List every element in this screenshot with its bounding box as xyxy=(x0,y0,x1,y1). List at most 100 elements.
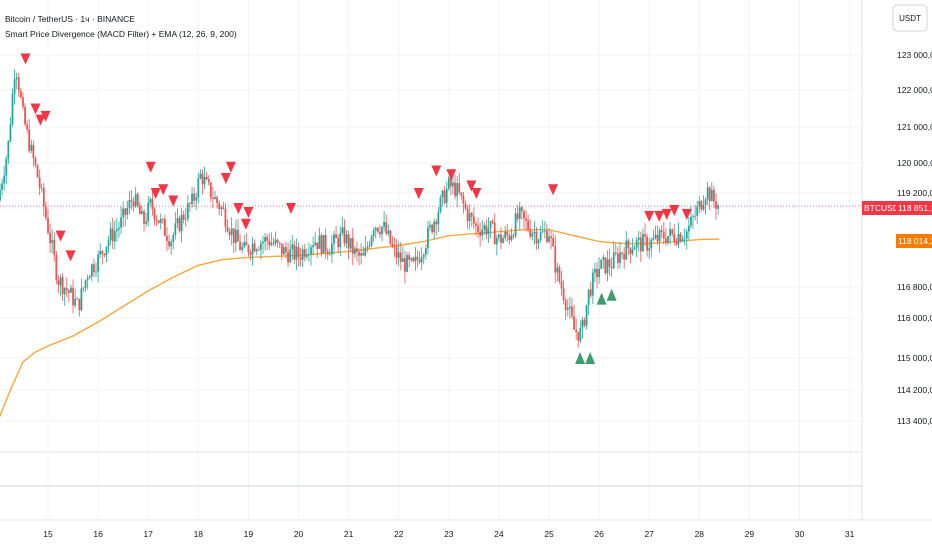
candle-body xyxy=(141,211,143,215)
candle-body xyxy=(635,240,638,248)
candle-body xyxy=(401,258,404,262)
candle-body xyxy=(650,239,653,249)
candle-body xyxy=(55,254,58,280)
candle-body xyxy=(404,258,406,272)
candle-body xyxy=(692,216,694,218)
candle-body xyxy=(80,288,83,311)
symbol-tag-bg xyxy=(862,201,896,215)
candle-body xyxy=(145,221,148,224)
candle-body xyxy=(17,77,20,91)
sell-signal-triangle xyxy=(471,188,482,199)
candle-body xyxy=(629,247,632,254)
candle-body xyxy=(178,218,181,232)
candle-body xyxy=(287,252,289,263)
indicator-title[interactable]: Smart Price Divergence (MACD Filter) + E… xyxy=(5,29,237,39)
sell-signal-triangle xyxy=(661,208,672,220)
candle-body xyxy=(368,245,371,247)
candle-body xyxy=(531,233,534,237)
candle-body xyxy=(687,225,690,232)
date-tick-label: 26 xyxy=(594,529,604,539)
sell-signal-triangle xyxy=(35,114,46,126)
last-price-label: 118 851,11 xyxy=(898,203,932,213)
price-tick-label: 114 200,00 xyxy=(897,385,932,395)
candle-body xyxy=(360,253,363,256)
candle-body xyxy=(489,221,492,229)
candle-body xyxy=(53,239,56,255)
candle-body xyxy=(445,188,448,203)
candles-layer xyxy=(0,69,719,348)
candle-body xyxy=(228,231,231,235)
ema-price-label: 118 014,21 xyxy=(898,236,932,246)
candle-body xyxy=(262,241,264,244)
candle-body xyxy=(0,189,1,201)
candle-body xyxy=(297,246,300,258)
candle-body xyxy=(543,230,546,232)
candle-body xyxy=(293,244,296,260)
candle-body xyxy=(637,237,640,241)
candle-body xyxy=(498,234,500,238)
candle-body xyxy=(84,280,87,288)
sell-signal-triangle xyxy=(225,161,236,173)
candle-body xyxy=(197,178,200,198)
candle-body xyxy=(328,254,331,256)
candle-body xyxy=(374,227,377,231)
candle-body xyxy=(571,306,573,317)
candle-body xyxy=(541,231,544,233)
candle-body xyxy=(243,241,246,247)
candle-body xyxy=(472,216,475,224)
candle-body xyxy=(706,187,709,200)
candle-body xyxy=(698,201,701,208)
candle-body xyxy=(272,242,275,244)
candle-body xyxy=(583,319,586,326)
price-tick-label: 113 400,00 xyxy=(897,416,932,426)
candle-body xyxy=(59,277,62,286)
candle-body xyxy=(715,201,717,209)
sell-signal-triangle xyxy=(413,188,424,199)
candle-body xyxy=(379,231,381,235)
candle-body xyxy=(537,240,540,244)
candle-body xyxy=(376,227,379,232)
candle-body xyxy=(15,77,18,80)
price-tick-label: 116 000,00 xyxy=(897,313,932,323)
sell-signal-triangle xyxy=(669,204,680,216)
signals-layer xyxy=(20,53,692,364)
candle-body xyxy=(237,229,239,242)
candle-body xyxy=(475,223,477,226)
candle-body xyxy=(124,208,127,215)
candle-body xyxy=(621,252,623,254)
candle-body xyxy=(314,242,317,246)
date-axis[interactable]: 15 16 17 18 19 20 21 22 23 24 25 26 27 28 29 30 31 xyxy=(43,529,854,539)
candle-body xyxy=(241,246,244,250)
candle-body xyxy=(38,177,41,188)
candle-body xyxy=(694,215,697,217)
candle-body xyxy=(502,238,504,243)
candle-body xyxy=(101,250,104,254)
candle-body xyxy=(662,231,665,239)
candle-body xyxy=(280,243,283,255)
candle-body xyxy=(70,287,72,293)
candle-body xyxy=(13,79,16,94)
sell-signal-triangle xyxy=(466,180,477,192)
candle-body xyxy=(224,208,227,227)
candle-body xyxy=(34,157,37,166)
sell-signal-triangle xyxy=(644,210,655,222)
candle-body xyxy=(456,183,459,197)
price-tick-label: 116 800,00 xyxy=(897,282,932,292)
candle-body xyxy=(24,106,26,125)
candle-body xyxy=(690,216,692,226)
candle-body xyxy=(270,242,273,246)
date-tick-label: 24 xyxy=(494,529,504,539)
candle-body xyxy=(157,220,160,224)
currency-button[interactable]: USDT xyxy=(892,4,928,32)
candle-body xyxy=(322,235,325,254)
symbol-title[interactable]: Bitcoin / TetherUS · 1ч · BINANCE xyxy=(5,14,135,24)
candle-body xyxy=(203,176,206,185)
candle-body xyxy=(395,246,398,258)
candle-body xyxy=(452,182,454,187)
candle-body xyxy=(3,175,6,184)
candle-body xyxy=(333,234,335,244)
candle-body xyxy=(115,229,118,232)
candle-body xyxy=(606,259,609,274)
candle-body xyxy=(5,158,8,176)
